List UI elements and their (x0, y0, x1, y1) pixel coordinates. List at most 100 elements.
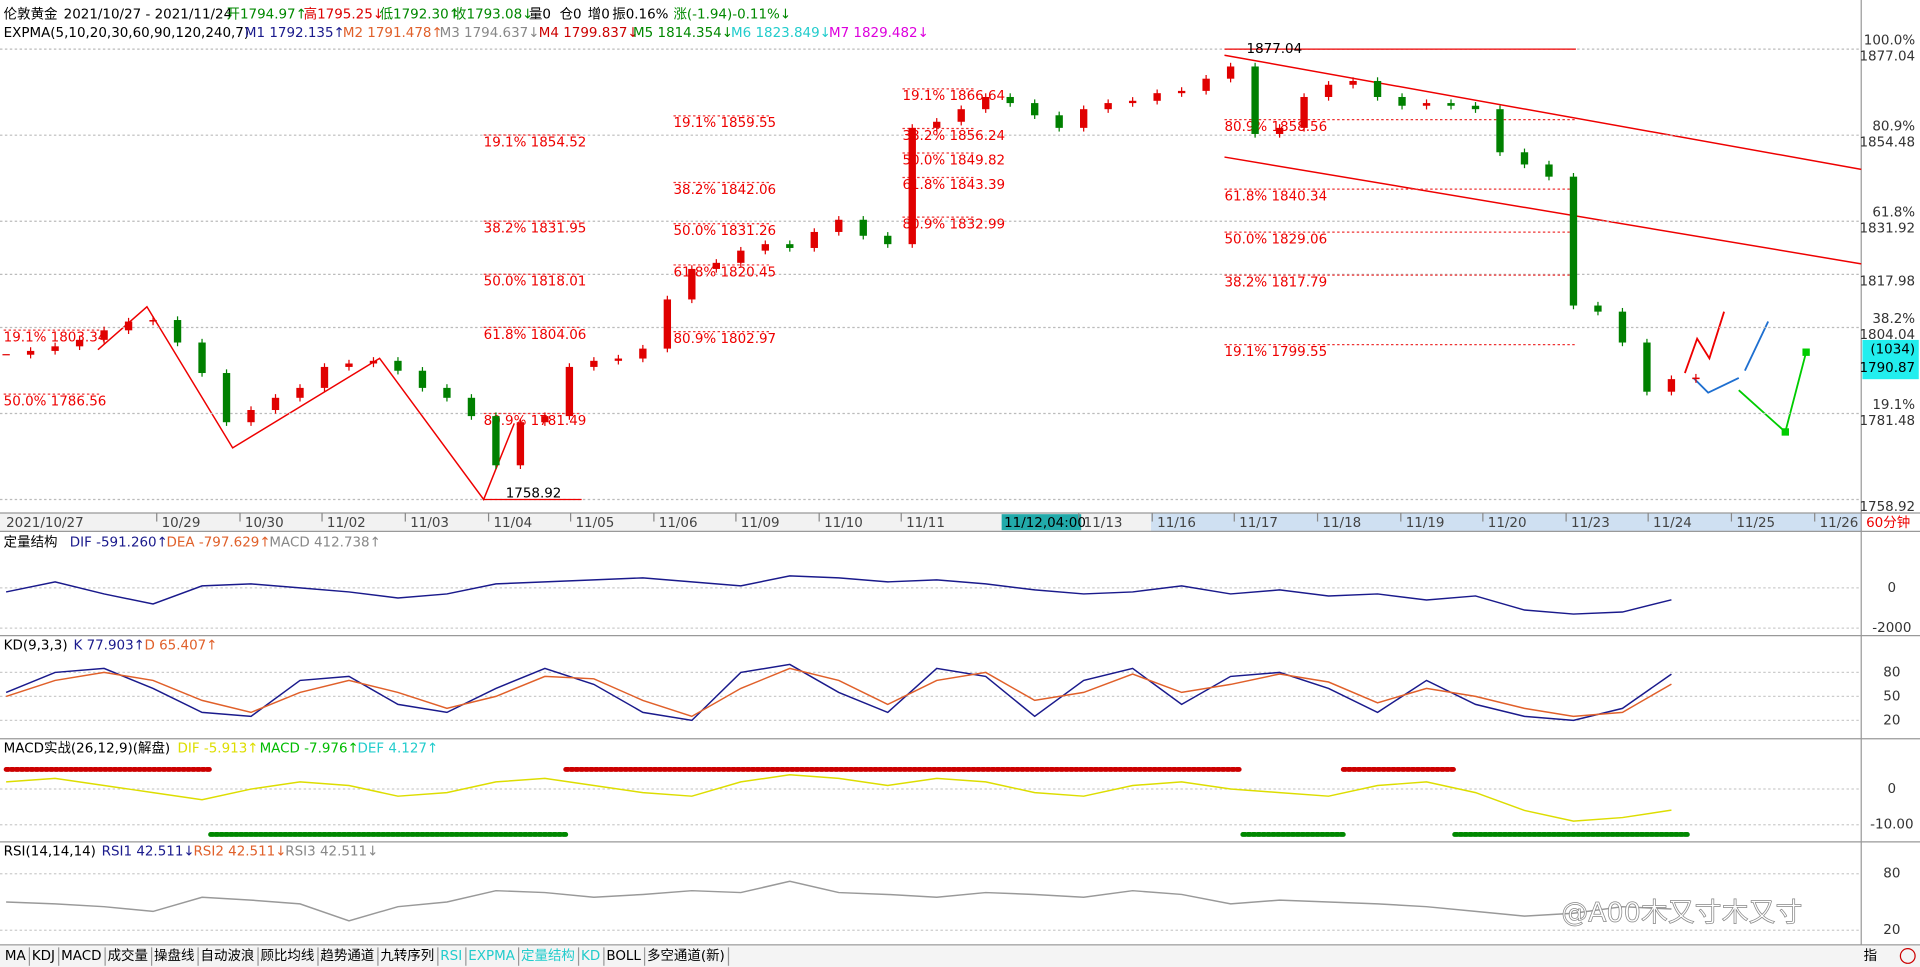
candle (1422, 103, 1431, 106)
y-tick-label: 20 (1883, 712, 1900, 728)
candle (1471, 105, 1480, 110)
x-tick-label: 11/04 (493, 515, 532, 531)
tab[interactable]: KDJ (32, 948, 55, 964)
y-tick-label: 1877.04 (1859, 49, 1915, 65)
x-tick-label: 2021/10/27 (6, 515, 84, 531)
fib-label: 80.9% 1832.99 (902, 216, 1005, 232)
expma-item: M3 1794.637↓ (440, 25, 540, 41)
indicator-legend: KD(9,3,3) (4, 637, 68, 653)
tab[interactable]: KD (581, 948, 600, 964)
pct-label: 80.9% (1872, 119, 1915, 135)
y-tick-label: 1781.48 (1859, 413, 1915, 429)
candle (51, 346, 59, 351)
indicator-legend: 定量结构 (4, 534, 58, 550)
fib-label: 50.0% 1818.01 (484, 274, 587, 290)
candle (369, 360, 378, 364)
candle (271, 397, 280, 411)
x-tick-label: 11/19 (1406, 515, 1445, 531)
x-tick-label: 11/13 (1084, 515, 1123, 531)
candle (1251, 66, 1259, 134)
arrow (1692, 377, 1740, 394)
arrow (1684, 311, 1725, 374)
candle (761, 244, 769, 251)
x-tick-label: 11/09 (741, 515, 780, 531)
indicator-legend: DIF -5.913↑ (178, 741, 259, 757)
tab[interactable]: 趋势通道 (320, 948, 374, 964)
header-item: 量0 (529, 7, 551, 23)
tab[interactable]: MACD (61, 948, 101, 964)
trend-channel (97, 54, 1862, 501)
indicator-legend: DEF 4.127↑ (358, 741, 439, 757)
fib-label: 38.2% 1817.79 (1224, 274, 1327, 290)
wave-line (97, 305, 515, 501)
tab[interactable]: RSI (440, 948, 462, 964)
candle (859, 219, 867, 236)
tab[interactable]: 顾比均线 (260, 948, 314, 964)
candle (1226, 66, 1235, 79)
tab[interactable]: 成交量 (108, 947, 148, 964)
candle (296, 387, 304, 398)
y-tick-label: -2000 (1872, 620, 1911, 636)
candle (1153, 93, 1161, 101)
candle (1300, 96, 1308, 128)
marker (1802, 348, 1810, 356)
candle (100, 330, 108, 340)
pct-label: 19.1% (1872, 397, 1915, 413)
x-tick-label: 11/11 (906, 515, 945, 531)
corner-button[interactable]: 指 (1864, 948, 1877, 964)
candle (1373, 80, 1382, 97)
tab[interactable]: EXPMA (468, 948, 515, 964)
expma-item: M1 1792.135↑ (245, 25, 345, 41)
y-tick-label: 50 (1883, 688, 1900, 704)
tab[interactable]: BOLL (606, 948, 641, 964)
candle (516, 422, 525, 466)
fib-label: 50.0% 1829.06 (1224, 231, 1327, 247)
last-price-box (1862, 339, 1919, 380)
tab-bar (0, 946, 1920, 967)
fib-label: 38.2% 1856.24 (902, 128, 1005, 144)
candle (1104, 103, 1112, 110)
expma-item: M2 1791.478↑ (343, 25, 443, 41)
fib-label: 61.8% 1840.34 (1224, 188, 1327, 204)
tab[interactable]: 自动波浪 (201, 948, 255, 964)
candle (1594, 305, 1602, 312)
candle (810, 231, 818, 248)
candle (1006, 96, 1014, 104)
candle (1545, 164, 1553, 177)
candle (712, 262, 720, 269)
candle (663, 299, 672, 349)
fib-label: 19.1% 1866.64 (902, 88, 1005, 104)
candle (737, 250, 745, 263)
pct-label: 100.0% (1864, 33, 1916, 49)
candle (1447, 103, 1455, 106)
candle (1177, 90, 1186, 94)
tab[interactable]: 定量结构 (521, 948, 575, 964)
candle (1275, 127, 1284, 134)
y-tick-label: 80 (1883, 664, 1900, 680)
zoom-icon[interactable] (1899, 947, 1916, 964)
candle (1398, 96, 1406, 106)
candle (124, 321, 133, 331)
header-item: 增0 (588, 7, 610, 23)
indicator-line (5, 663, 1672, 722)
candle (1202, 78, 1210, 91)
candle (1643, 342, 1651, 392)
tab[interactable]: 多空通道(新) (647, 947, 725, 964)
candle (590, 360, 598, 367)
indicator-legend: RSI2 42.511↓ (193, 844, 286, 860)
fib-label: 80.9% 1802.97 (673, 331, 776, 347)
candle (394, 360, 402, 371)
candle (247, 410, 255, 423)
x-tick-label: 11/26 (1820, 515, 1859, 531)
high-label: 1877.04 (1247, 41, 1303, 57)
header-item: 2021/10/27 - 2021/11/24 (64, 7, 233, 23)
fib-label: 38.2% 1842.06 (673, 182, 776, 198)
candle (443, 387, 451, 398)
cursor-label: 11/12,04:00 (1004, 515, 1086, 531)
tab[interactable]: MA (5, 948, 27, 964)
tab[interactable]: 操盘线 (154, 947, 194, 964)
x-tick-label: 11/10 (824, 515, 863, 531)
tab[interactable]: 九转序列 (380, 948, 434, 964)
